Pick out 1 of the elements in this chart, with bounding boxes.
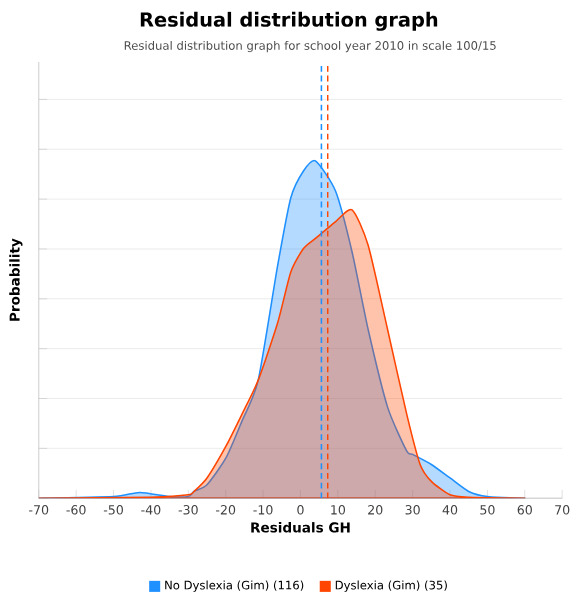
chart-title: Residual distribution graph <box>141 11 438 31</box>
